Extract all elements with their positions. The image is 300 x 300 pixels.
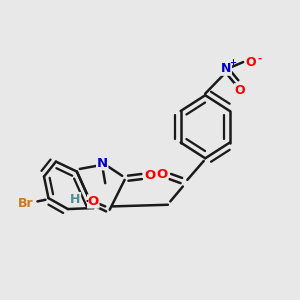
Text: N: N bbox=[221, 62, 231, 75]
Text: O: O bbox=[234, 84, 245, 97]
Text: O: O bbox=[156, 168, 168, 182]
Text: Br: Br bbox=[18, 196, 34, 210]
Text: O: O bbox=[88, 195, 99, 208]
Text: H: H bbox=[70, 193, 80, 206]
Text: ·: · bbox=[84, 195, 89, 210]
Text: N: N bbox=[97, 157, 108, 170]
Text: O: O bbox=[144, 169, 156, 182]
Text: +: + bbox=[229, 58, 236, 67]
Text: O: O bbox=[246, 56, 256, 69]
Text: -: - bbox=[258, 54, 262, 64]
